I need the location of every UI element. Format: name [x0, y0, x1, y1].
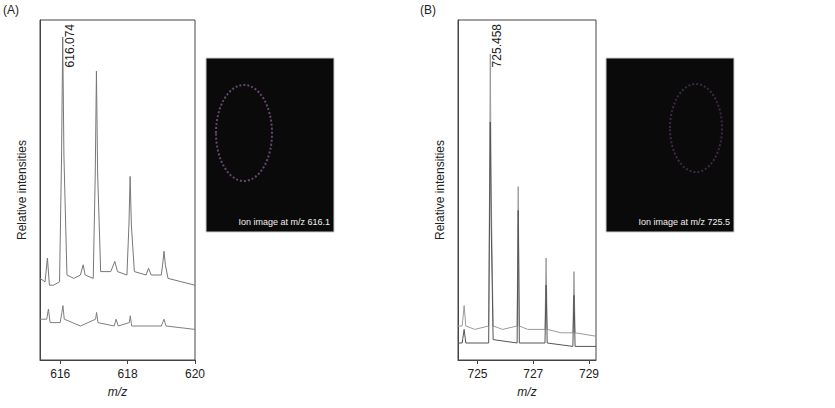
svg-text:729: 729 [579, 367, 599, 381]
svg-text:616.074: 616.074 [63, 24, 77, 68]
svg-text:725.458: 725.458 [490, 24, 504, 68]
svg-text:Ion image at m/z 616.1: Ion image at m/z 616.1 [238, 217, 330, 227]
svg-text:(A): (A) [3, 3, 19, 17]
svg-text:727: 727 [523, 367, 543, 381]
svg-text:(B): (B) [420, 3, 436, 17]
svg-text:616: 616 [50, 367, 70, 381]
svg-text:725: 725 [467, 367, 487, 381]
svg-text:618: 618 [118, 367, 138, 381]
svg-text:m/z: m/z [517, 385, 536, 399]
svg-text:620: 620 [185, 367, 205, 381]
svg-text:m/z: m/z [108, 385, 127, 399]
svg-text:Relative intensities: Relative intensities [15, 140, 29, 240]
svg-text:Relative intensities: Relative intensities [433, 140, 447, 240]
svg-text:Ion image at m/z 725.5: Ion image at m/z 725.5 [638, 217, 730, 227]
